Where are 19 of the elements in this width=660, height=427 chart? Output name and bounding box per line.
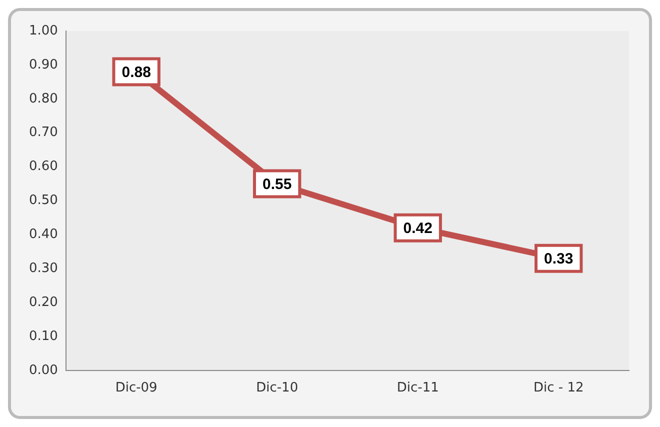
data-label: 0.55 — [262, 176, 292, 193]
y-tick-label: 0.00 — [28, 362, 58, 378]
y-tick-label: 0.50 — [28, 193, 58, 208]
data-label: 0.33 — [544, 250, 574, 268]
y-tick-label: 0.30 — [28, 260, 58, 276]
data-label: 0.88 — [122, 64, 151, 81]
y-tick-label: 0.60 — [28, 159, 58, 174]
x-tick-label: Dic-10 — [256, 380, 298, 396]
y-tick-label: 0.40 — [28, 227, 58, 242]
y-tick-label: 0.20 — [28, 294, 58, 310]
y-tick-label: 0.10 — [28, 328, 58, 344]
y-tick-label: 0.70 — [28, 125, 58, 140]
y-tick-label: 0.80 — [28, 91, 58, 106]
y-tick-label: 0.90 — [28, 57, 58, 72]
data-label: 0.42 — [403, 220, 432, 237]
x-tick-label: Dic-11 — [396, 380, 439, 396]
x-tick-label: Dic-09 — [115, 380, 158, 396]
x-tick-label: Dic - 12 — [533, 380, 584, 396]
y-tick-label: 1.00 — [28, 23, 58, 38]
